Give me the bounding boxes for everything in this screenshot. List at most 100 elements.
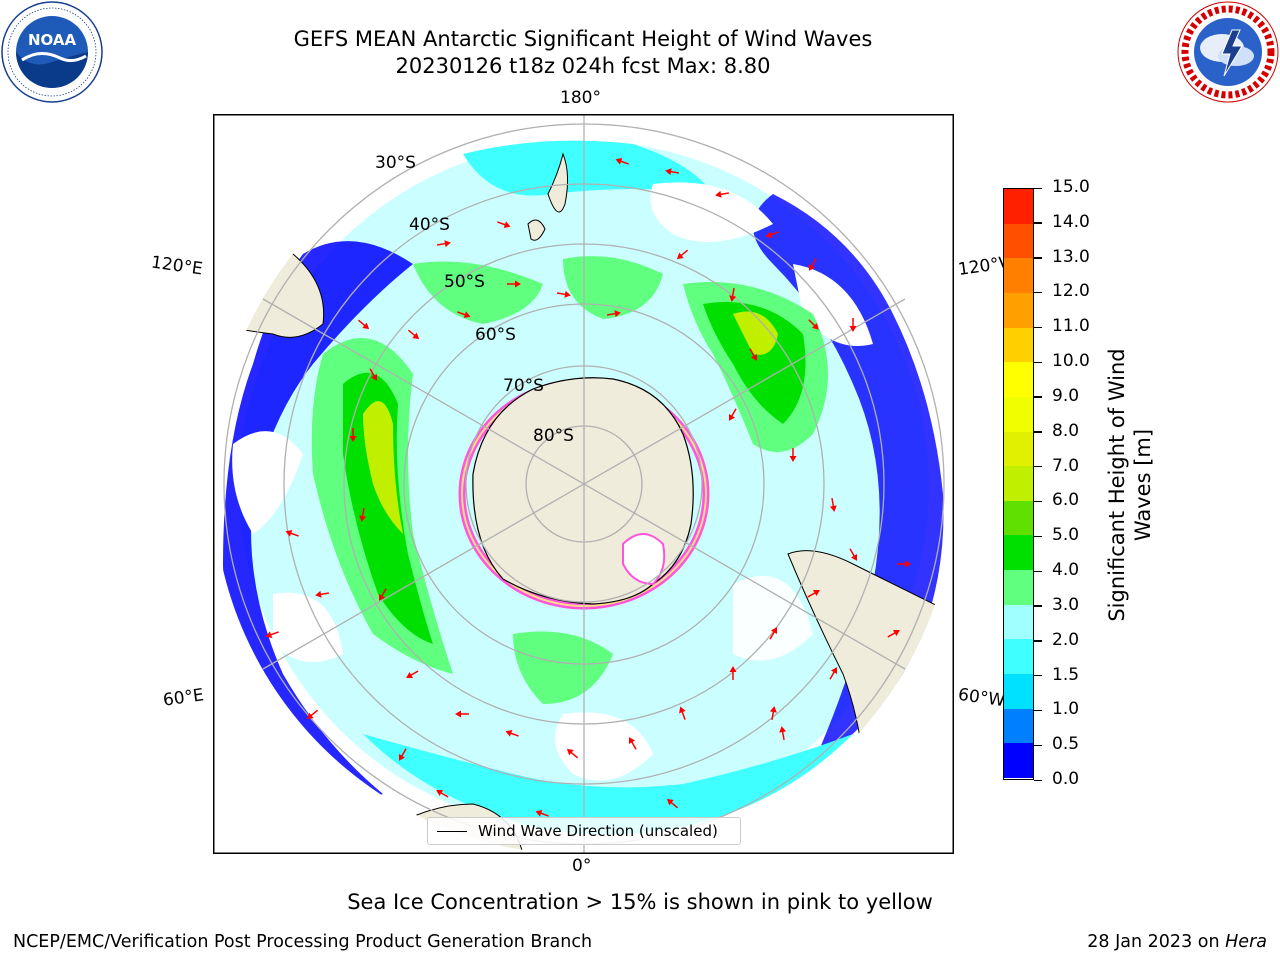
- wind-wave-arrow: [807, 589, 820, 598]
- colorbar-tick-mark: [1034, 675, 1042, 677]
- polar-map: 30°S 40°S 50°S 60°S 70°S 80°S: [213, 114, 954, 854]
- colorbar-tick-label: 6.0: [1052, 490, 1080, 511]
- colorbar-segment: [1004, 466, 1033, 501]
- colorbar-tick-mark: [1034, 466, 1042, 468]
- colorbar-tick-mark: [1034, 709, 1042, 712]
- colorbar-tick-label: 3.0: [1052, 594, 1080, 615]
- wind-wave-arrow: [765, 231, 779, 238]
- wind-wave-arrow: [507, 280, 521, 288]
- colorbar-tick-label: 9.0: [1052, 385, 1080, 406]
- map-legend: Wind Wave Direction (unscaled): [427, 817, 741, 845]
- wind-wave-arrow: [829, 497, 837, 512]
- lat-label-70s: 70°S: [503, 376, 544, 396]
- wind-wave-arrow: [406, 670, 419, 679]
- credit-branch: NCEP/EMC/Verification Post Processing Pr…: [13, 932, 593, 952]
- wind-wave-arrow: [729, 666, 737, 680]
- map-subtitle: 20230126 t18z 024h fcst Max: 8.80: [395, 54, 771, 78]
- colorbar-segment: [1004, 500, 1033, 536]
- colorbar-tick-mark: [1034, 431, 1042, 433]
- wind-wave-arrow: [849, 548, 858, 561]
- wind-wave-arrow: [729, 287, 737, 302]
- colorbar-tick-label: 5.0: [1052, 525, 1080, 546]
- lon-label-bottom: 0°: [572, 856, 592, 876]
- wind-wave-arrow: [615, 158, 629, 165]
- colorbar-tick-mark: [1034, 605, 1042, 607]
- colorbar-segment: [1004, 327, 1033, 363]
- colorbar-label: Significant Height of Wind Waves [m]: [1105, 348, 1155, 622]
- lat-label-80s: 80°S: [533, 426, 574, 446]
- colorbar-segment: [1004, 535, 1033, 571]
- wind-wave-arrow: [556, 290, 571, 298]
- lat-label-30s: 30°S: [375, 153, 416, 173]
- wind-wave-arrow: [315, 590, 330, 598]
- colorbar-tick-label: 13.0: [1052, 246, 1090, 267]
- wind-wave-arrow: [436, 789, 449, 798]
- wind-wave-arrow: [808, 319, 819, 330]
- wind-wave-arrow: [676, 249, 689, 260]
- colorbar-tick-mark: [1034, 291, 1042, 294]
- wind-wave-arrow: [407, 329, 420, 340]
- colorbar-tick-mark: [1034, 396, 1042, 398]
- colorbar-tick-label: 1.0: [1052, 699, 1080, 720]
- wind-wave-arrow: [349, 428, 357, 442]
- wind-wave-arrow: [665, 168, 680, 176]
- colorbar-tick-mark: [1034, 640, 1042, 642]
- colorbar-segment: [1004, 674, 1033, 709]
- credit-host: Hera: [1225, 932, 1267, 952]
- colorbar-segment: [1004, 362, 1033, 397]
- colorbar-tick-label: 0.5: [1052, 734, 1080, 755]
- colorbar-segment: [1004, 258, 1033, 293]
- wind-wave-arrow: [808, 258, 817, 271]
- wind-wave-arrow: [849, 318, 857, 332]
- colorbar-tick-label: 0.0: [1052, 769, 1080, 789]
- colorbar-segment: [1004, 431, 1033, 467]
- colorbar-segment: [1004, 743, 1033, 778]
- colorbar-tick-mark: [1034, 326, 1042, 329]
- wind-wave-arrow: [606, 310, 621, 318]
- colorbar-tick-label: 1.5: [1052, 664, 1080, 685]
- colorbar: [1003, 188, 1034, 780]
- wind-wave-arrow: [769, 627, 778, 640]
- wind-wave-arrow: [398, 748, 407, 761]
- wind-wave-arrow: [789, 448, 797, 462]
- wind-wave-arrow: [359, 507, 367, 522]
- colorbar-tick-mark: [1034, 222, 1042, 224]
- wind-wave-arrow: [897, 560, 911, 568]
- lat-label-50s: 50°S: [444, 272, 485, 292]
- wind-wave-arrow: [628, 737, 637, 750]
- colorbar-segment: [1004, 708, 1033, 744]
- sea-ice-note: Sea Ice Concentration > 15% is shown in …: [347, 890, 933, 914]
- colorbar-tick-label: 10.0: [1052, 351, 1090, 372]
- colorbar-tick-label: 7.0: [1052, 455, 1080, 476]
- colorbar-tick-label: 15.0: [1052, 177, 1090, 197]
- lat-label-60s: 60°S: [475, 325, 516, 345]
- wind-wave-arrow: [265, 631, 279, 638]
- lon-label-lower-right: 60°W: [956, 684, 1007, 712]
- colorbar-segment: [1004, 189, 1033, 224]
- colorbar-tick-label: 12.0: [1052, 281, 1090, 302]
- colorbar-tick-mark: [1034, 570, 1042, 572]
- wind-wave-arrow: [306, 709, 319, 720]
- colorbar-tick-mark: [1034, 779, 1042, 781]
- wind-wave-arrow: [455, 710, 469, 718]
- colorbar-tick-label: 14.0: [1052, 211, 1090, 232]
- colorbar-segment: [1004, 604, 1033, 640]
- credit-date: 28 Jan 2023 on Hera: [1087, 932, 1267, 952]
- wind-wave-arrow: [369, 368, 378, 381]
- colorbar-tick-mark: [1034, 187, 1042, 189]
- wind-wave-arrow: [285, 530, 299, 537]
- wind-wave-arrow: [887, 629, 900, 638]
- legend-label: Wind Wave Direction (unscaled): [478, 822, 718, 840]
- colorbar-tick-label: 4.0: [1052, 560, 1080, 581]
- wind-wave-arrow: [728, 408, 737, 421]
- colorbar-tick-mark: [1034, 535, 1042, 538]
- credit-date-text: 28 Jan 2023 on: [1087, 932, 1226, 952]
- wind-wave-arrow: [505, 730, 519, 737]
- lon-label-top: 180°: [560, 88, 601, 108]
- colorbar-tick-mark: [1034, 361, 1042, 363]
- colorbar-tick-label: 2.0: [1052, 629, 1080, 650]
- colorbar-segment: [1004, 292, 1033, 328]
- wind-wave-arrow: [566, 748, 579, 759]
- colorbar-segment: [1004, 570, 1033, 605]
- lon-label-lower-left: 60°E: [161, 685, 206, 711]
